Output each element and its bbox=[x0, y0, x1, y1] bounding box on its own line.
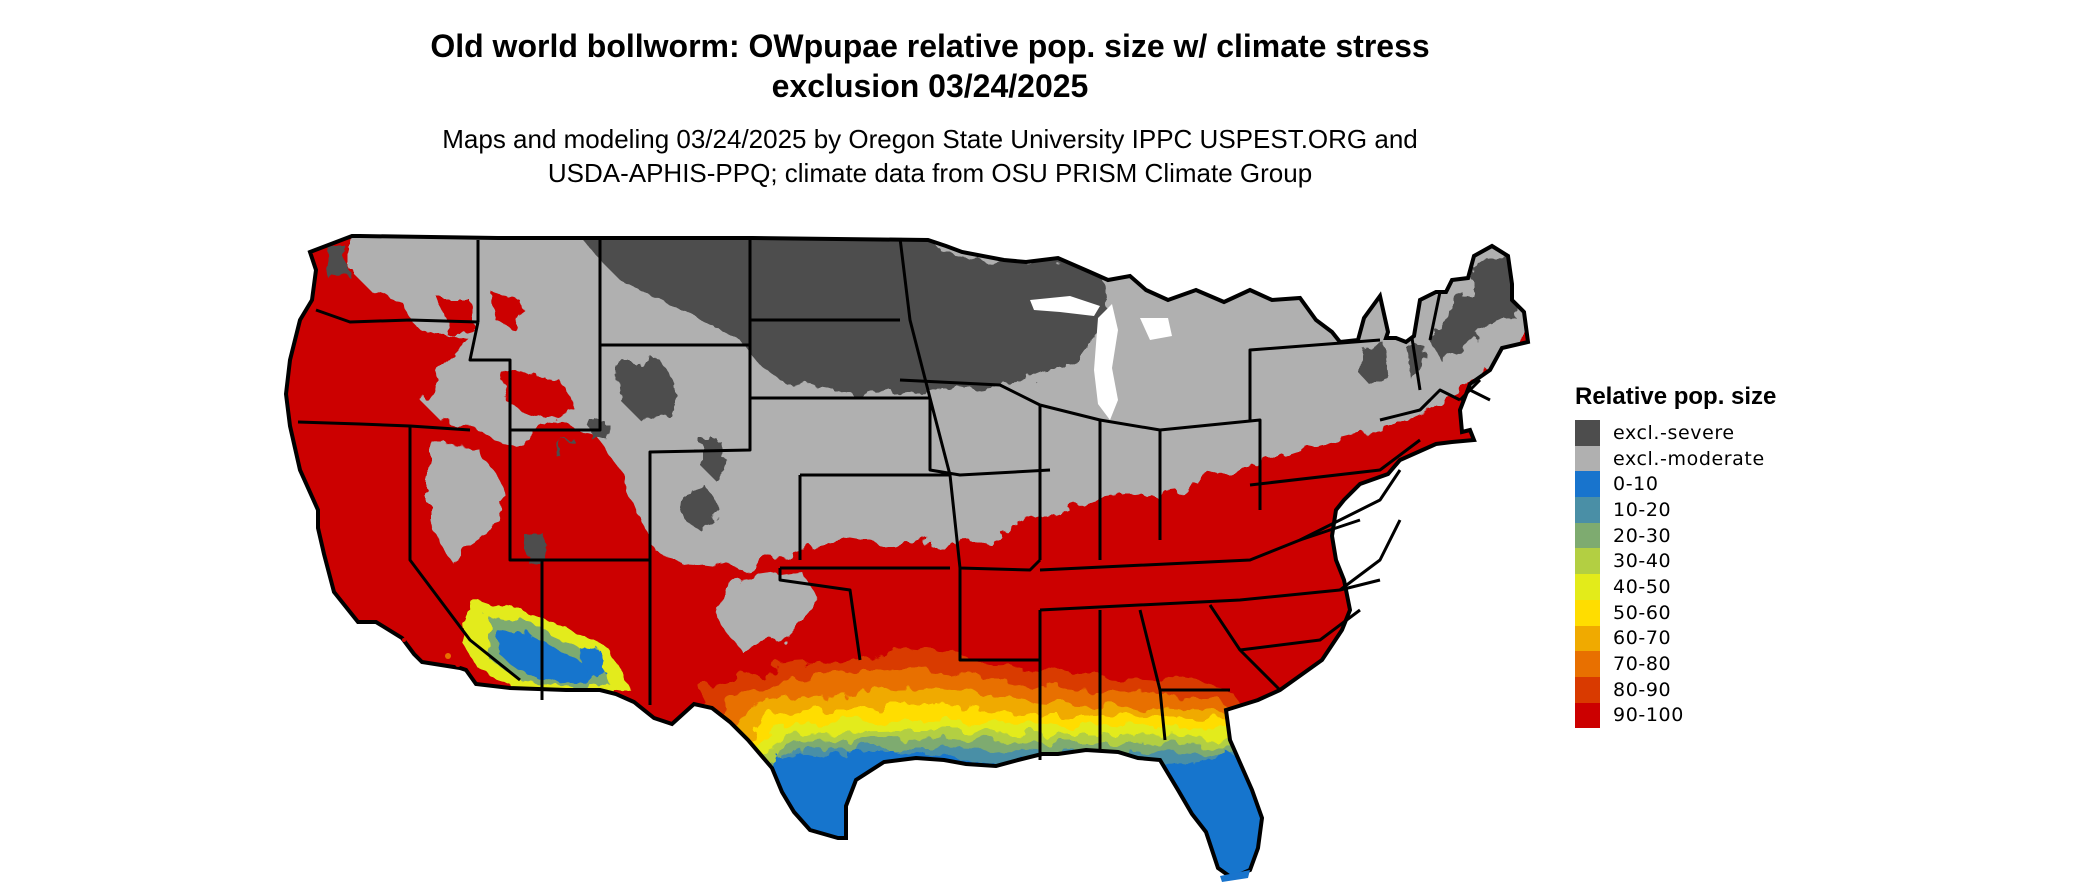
coastal-specks bbox=[402, 638, 1250, 882]
legend-swatch bbox=[1575, 651, 1600, 677]
legend-label: 80-90 bbox=[1613, 678, 1672, 701]
map-title-line-2: exclusion 03/24/2025 bbox=[771, 68, 1089, 104]
legend-swatch bbox=[1575, 420, 1600, 446]
legend-swatch bbox=[1575, 497, 1600, 523]
legend-label: 40-50 bbox=[1613, 575, 1672, 598]
legend: Relative pop. size excl.-severe excl.-mod… bbox=[1575, 382, 1777, 729]
zone-excl-severe bbox=[325, 236, 1528, 565]
legend-label: 20-30 bbox=[1613, 524, 1672, 547]
legend-title: Relative pop. size bbox=[1575, 383, 1777, 410]
state-boundaries bbox=[297, 237, 1491, 760]
legend-item: 0-10 bbox=[1575, 471, 1776, 498]
legend-swatch bbox=[1575, 625, 1600, 652]
legend-label: 30-40 bbox=[1613, 550, 1672, 573]
legend-item: 40-50 bbox=[1575, 574, 1776, 600]
legend-label: 70-80 bbox=[1613, 653, 1672, 676]
legend-swatch bbox=[1575, 471, 1600, 498]
legend-item: 60-70 bbox=[1575, 625, 1776, 652]
zone-90-100-pockets bbox=[440, 290, 1340, 525]
legend-item: 20-30 bbox=[1575, 522, 1776, 549]
legend-label: 10-20 bbox=[1613, 498, 1672, 521]
legend-swatch bbox=[1575, 445, 1600, 472]
us-map bbox=[284, 234, 1530, 882]
legend-swatch bbox=[1575, 522, 1600, 549]
legend-label: 60-70 bbox=[1613, 627, 1672, 650]
legend-item: excl.-moderate bbox=[1575, 445, 1776, 472]
legend-item: 80-90 bbox=[1575, 676, 1776, 703]
legend-swatch bbox=[1575, 599, 1600, 626]
legend-swatch bbox=[1575, 548, 1600, 575]
legend-swatch bbox=[1575, 702, 1600, 729]
map-subtitle: Maps and modeling 03/24/2025 by Oregon S… bbox=[340, 122, 1520, 190]
legend-item: 70-80 bbox=[1575, 651, 1776, 677]
legend-item: 90-100 bbox=[1575, 702, 1776, 729]
legend-item: 10-20 bbox=[1575, 497, 1776, 523]
legend-item: excl.-severe bbox=[1575, 420, 1776, 446]
legend-items: excl.-severe excl.-moderate 0-10 10-20 20-30… bbox=[1575, 420, 1776, 729]
legend-item: 30-40 bbox=[1575, 548, 1776, 575]
legend-swatch bbox=[1575, 574, 1600, 600]
map-title-line-1: Old world bollworm: OWpupae relative pop… bbox=[430, 28, 1430, 64]
legend-label: 90-100 bbox=[1613, 704, 1684, 727]
map-subtitle-line-2: USDA-APHIS-PPQ; climate data from OSU PR… bbox=[547, 158, 1313, 188]
legend-label: 0-10 bbox=[1613, 473, 1659, 496]
legend-label: 50-60 bbox=[1613, 601, 1672, 624]
legend-item: 50-60 bbox=[1575, 599, 1776, 626]
legend-label: excl.-moderate bbox=[1613, 447, 1765, 470]
map-subtitle-line-1: Maps and modeling 03/24/2025 by Oregon S… bbox=[442, 124, 1418, 154]
suitability-raster bbox=[286, 236, 1528, 878]
map-title: Old world bollworm: OWpupae relative pop… bbox=[340, 26, 1520, 106]
legend-swatch bbox=[1575, 676, 1600, 703]
great-lakes bbox=[1030, 296, 1172, 420]
zone-excl-moderate bbox=[350, 236, 1528, 650]
legend-label: excl.-severe bbox=[1613, 421, 1735, 444]
